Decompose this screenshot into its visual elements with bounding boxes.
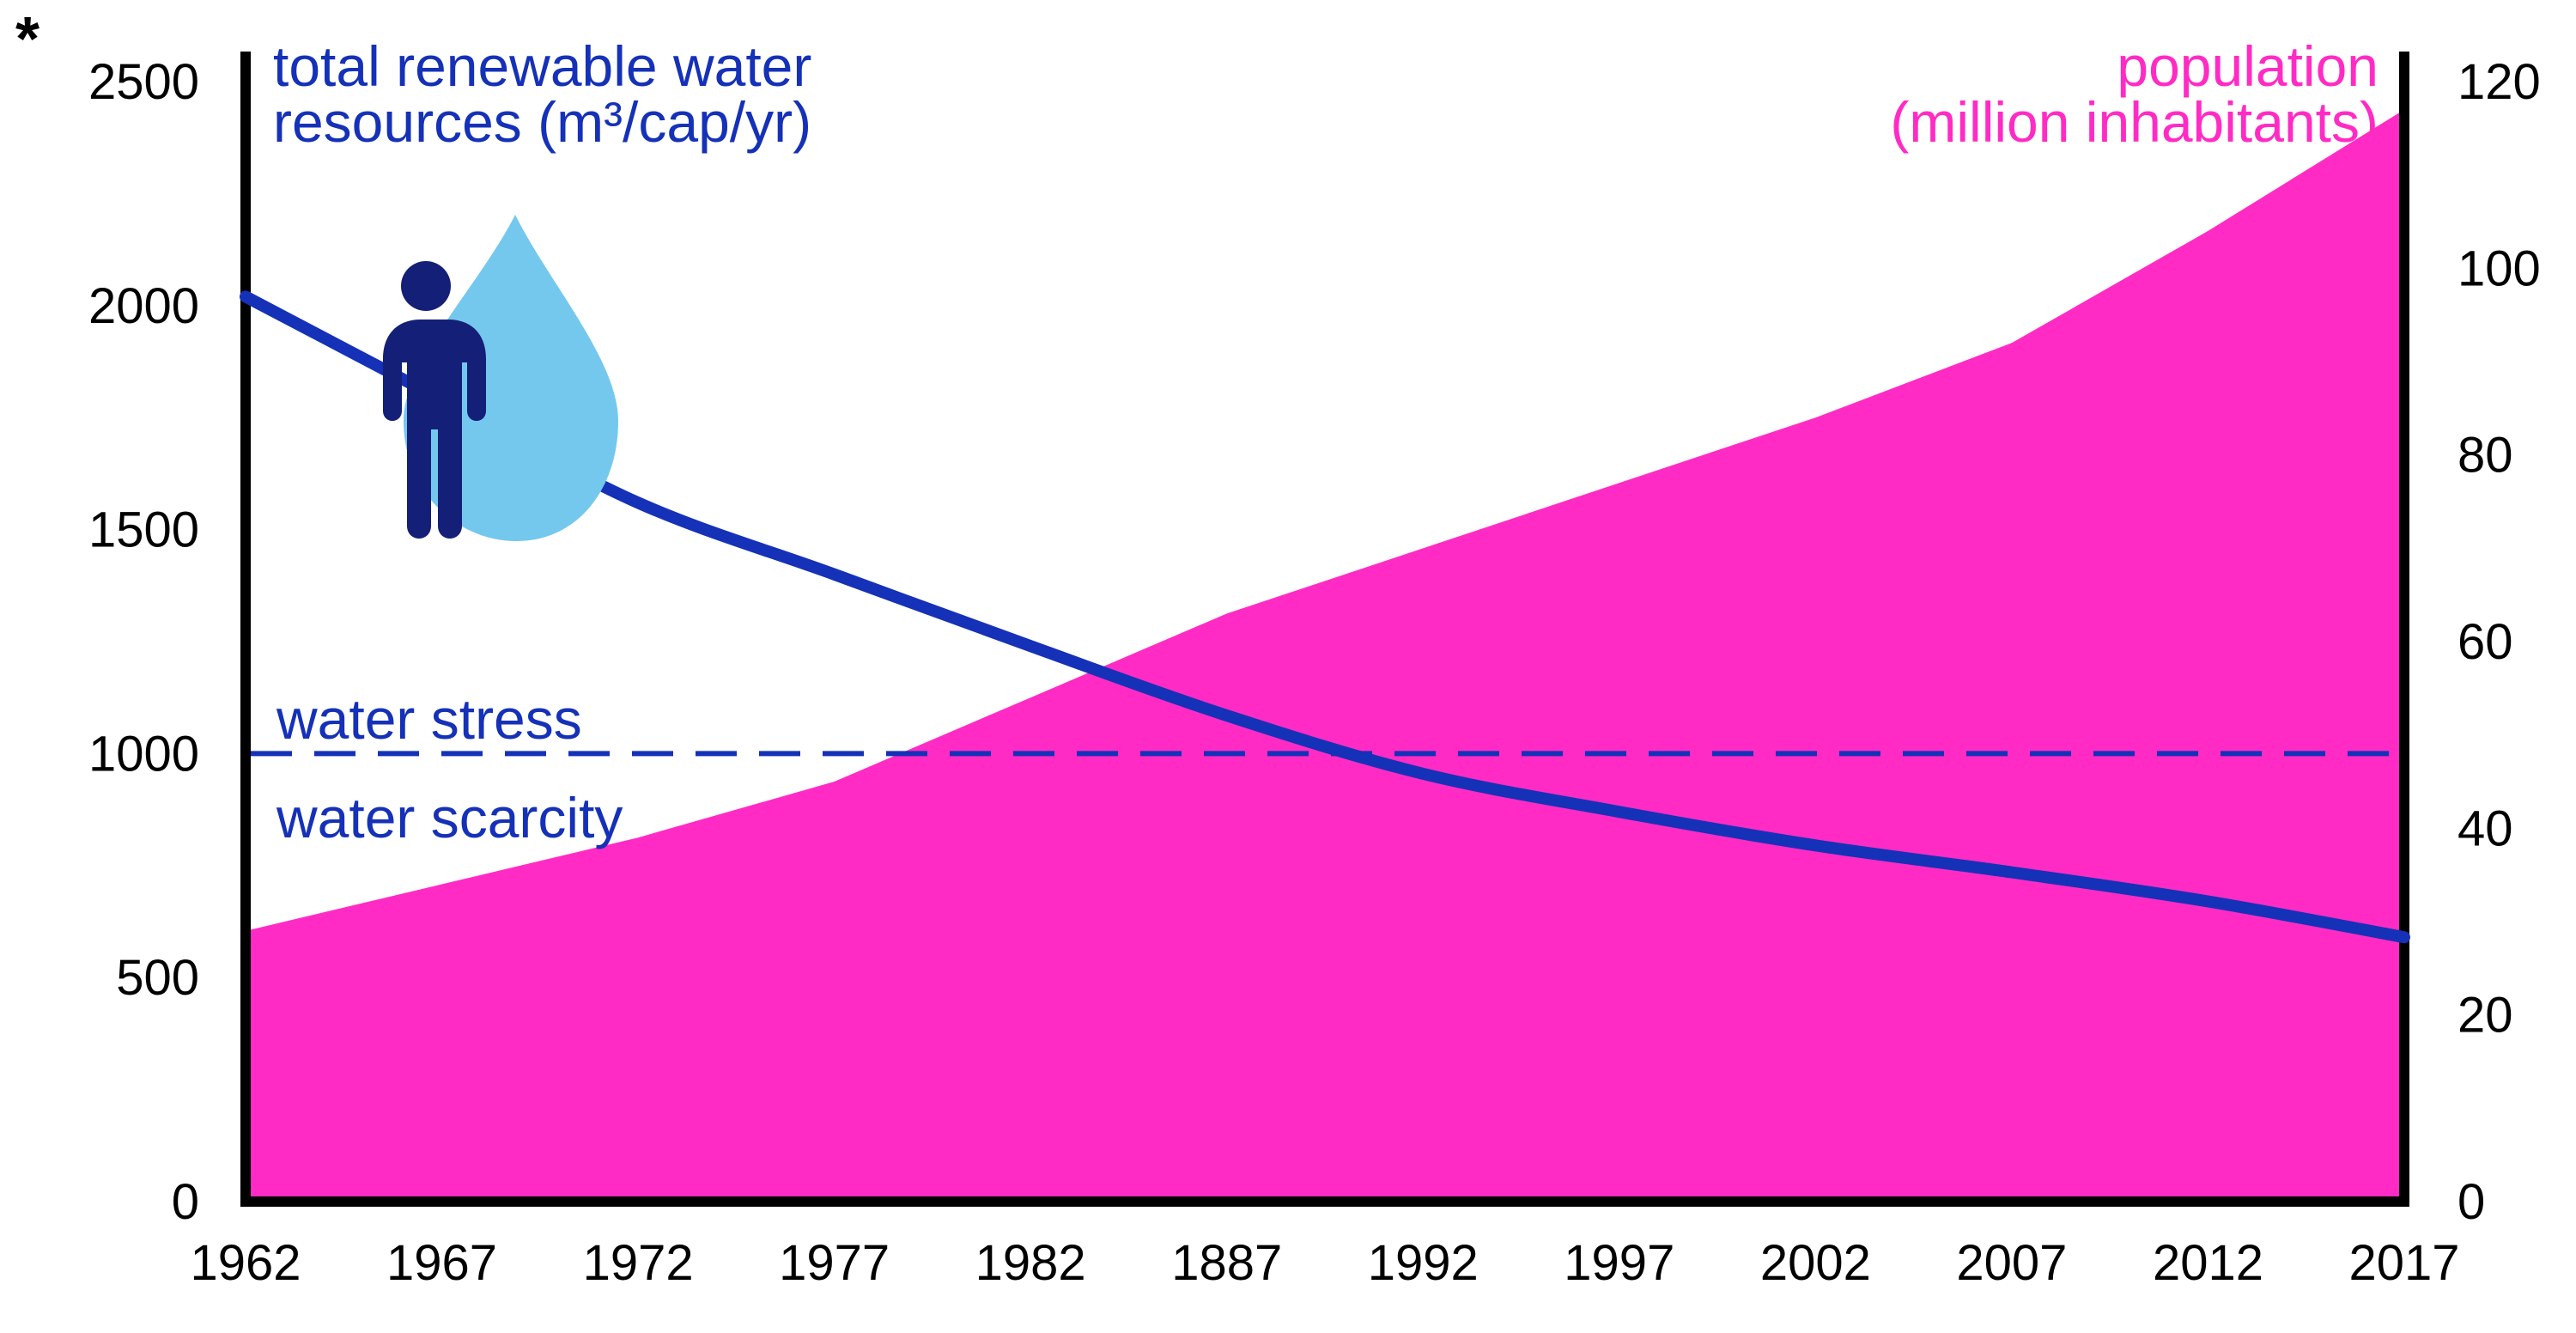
left-tick-label: 1500 bbox=[88, 502, 199, 558]
left-tick-label: 1000 bbox=[88, 726, 199, 782]
right-tick-label: 20 bbox=[2458, 988, 2513, 1044]
left-tick-label: 2000 bbox=[88, 278, 199, 334]
left-axis-title-line2: resources (m³/cap/yr) bbox=[273, 90, 811, 154]
right-tick-label: 40 bbox=[2458, 800, 2513, 856]
x-tick-label: 2002 bbox=[1760, 1235, 1871, 1291]
right-tick-label: 80 bbox=[2458, 428, 2513, 484]
water-scarcity-label: water scarcity bbox=[276, 786, 623, 849]
right-tick-label: 100 bbox=[2458, 240, 2541, 296]
x-tick-label: 1962 bbox=[190, 1235, 301, 1291]
x-tick-label: 1967 bbox=[386, 1235, 497, 1291]
x-tick-label: 1887 bbox=[1171, 1235, 1282, 1291]
x-tick-label: 2017 bbox=[2348, 1235, 2459, 1291]
left-tick-label: 0 bbox=[172, 1174, 199, 1230]
right-tick-label: 60 bbox=[2458, 614, 2513, 670]
x-tick-label: 1972 bbox=[583, 1235, 694, 1291]
population-area bbox=[246, 109, 2404, 1202]
x-tick-label: 1992 bbox=[1368, 1235, 1479, 1291]
corner-asterisk: * bbox=[15, 5, 39, 74]
left-tick-label: 500 bbox=[116, 950, 199, 1006]
person-icon bbox=[383, 261, 486, 539]
right-tick-label: 0 bbox=[2458, 1174, 2485, 1230]
x-tick-label: 1997 bbox=[1564, 1235, 1674, 1291]
right-tick-label: 120 bbox=[2458, 54, 2541, 110]
right-axis-title-line2: (million inhabitants) bbox=[1890, 90, 2379, 154]
right-axis-ticks: 0 20 40 60 80 100 120 bbox=[2458, 54, 2541, 1230]
x-axis-ticks: 1962 1967 1972 1977 1982 1887 1992 1997 2002 2007… bbox=[190, 1235, 2459, 1291]
left-tick-label: 2500 bbox=[88, 54, 199, 110]
left-axis-title-line1: total renewable water bbox=[273, 34, 811, 98]
right-axis-title-line1: population bbox=[2117, 34, 2379, 98]
x-tick-label: 1977 bbox=[779, 1235, 890, 1291]
x-tick-label: 2012 bbox=[2153, 1235, 2263, 1291]
left-axis-ticks: 0 500 1000 1500 2000 2500 bbox=[88, 54, 199, 1230]
x-tick-label: 2007 bbox=[1956, 1235, 2067, 1291]
x-tick-label: 1982 bbox=[975, 1235, 1086, 1291]
water-stress-label: water stress bbox=[276, 687, 582, 751]
